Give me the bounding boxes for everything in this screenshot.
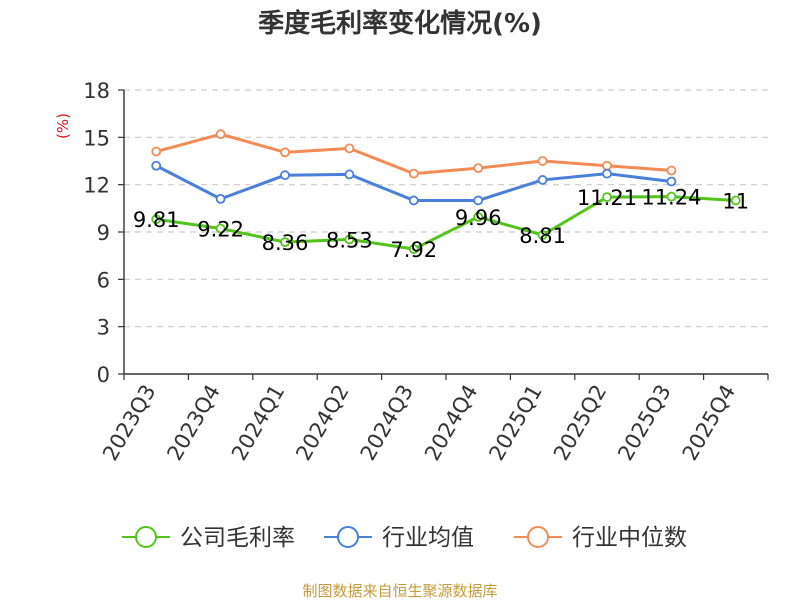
x-tick-label: 2025Q3	[613, 381, 675, 465]
data-point	[215, 193, 226, 204]
data-point	[151, 146, 162, 157]
data-label: 9.22	[197, 218, 244, 242]
data-label: 11.21	[577, 186, 637, 210]
series-line-2	[155, 132, 672, 176]
data-point	[537, 230, 548, 240]
data-point	[151, 214, 162, 225]
data-point	[666, 191, 677, 202]
data-point	[666, 176, 677, 187]
data-point	[408, 168, 419, 179]
y-tick-label: 0	[97, 363, 110, 387]
data-point	[473, 211, 484, 222]
data-point	[408, 195, 419, 206]
data-label: 8.81	[519, 224, 566, 248]
y-tick-label: 9	[97, 221, 110, 245]
data-point	[280, 237, 290, 247]
data-point	[473, 195, 484, 206]
legend: 公司毛利率 行业均值 行业中位数	[122, 525, 687, 551]
data-labels: 9.81 9.22 8.36 8.53 7.92 9.96 8.81 11.21 11.24 11	[133, 186, 749, 262]
data-point	[344, 143, 355, 154]
legend-label-0: 公司毛利率	[180, 525, 295, 551]
data-point	[280, 147, 290, 158]
data-point	[473, 163, 484, 174]
data-point	[408, 244, 419, 254]
x-tick-label: 2024Q4	[420, 381, 482, 465]
data-label: 11	[722, 189, 749, 213]
legend-marker-0	[135, 526, 157, 548]
x-tick-label: 2025Q4	[678, 381, 740, 465]
data-point	[537, 175, 548, 185]
legend-marker-2	[527, 526, 549, 548]
series-lines	[151, 129, 741, 254]
data-label: 11.24	[641, 186, 701, 210]
data-point	[344, 234, 355, 245]
data-point	[280, 170, 290, 181]
x-tick-label: 2024Q3	[356, 381, 418, 465]
x-tick-label: 2023Q3	[98, 381, 160, 465]
x-tick-label: 2025Q1	[484, 381, 546, 465]
series-line-0	[155, 195, 736, 251]
chart-title: 季度毛利率变化情况(%)	[258, 8, 542, 39]
y-tick-label: 18	[83, 79, 110, 103]
data-label: 7.92	[390, 238, 437, 262]
y-tick-label: 15	[83, 126, 110, 150]
data-point	[666, 165, 677, 176]
y-tick-label: 3	[97, 316, 110, 340]
data-point	[151, 160, 162, 171]
legend-label-2: 行业中位数	[572, 525, 687, 551]
data-label: 8.36	[262, 231, 309, 255]
y-tick-label: 6	[97, 268, 110, 292]
legend-marker-1	[337, 526, 359, 548]
y-tick-label: 12	[83, 174, 110, 198]
x-tick-label: 2023Q4	[162, 381, 224, 465]
data-point	[602, 168, 612, 179]
data-label: 9.96	[455, 206, 502, 230]
x-tick-label: 2025Q2	[549, 381, 611, 465]
data-point	[730, 195, 741, 206]
data-point	[344, 169, 355, 180]
source-note: 制图数据来自恒生聚源数据库	[302, 582, 497, 600]
x-tick-label: 2024Q2	[291, 381, 353, 465]
data-label: 9.81	[133, 208, 180, 232]
data-point	[537, 156, 548, 166]
data-point	[602, 160, 612, 171]
x-tick-label: 2024Q1	[227, 381, 289, 465]
y-axis-label: (%)	[54, 113, 72, 139]
data-point	[215, 223, 226, 234]
legend-label-1: 行业均值	[382, 525, 474, 551]
data-label: 8.53	[326, 228, 373, 252]
data-point	[602, 192, 612, 203]
data-point	[215, 129, 226, 140]
